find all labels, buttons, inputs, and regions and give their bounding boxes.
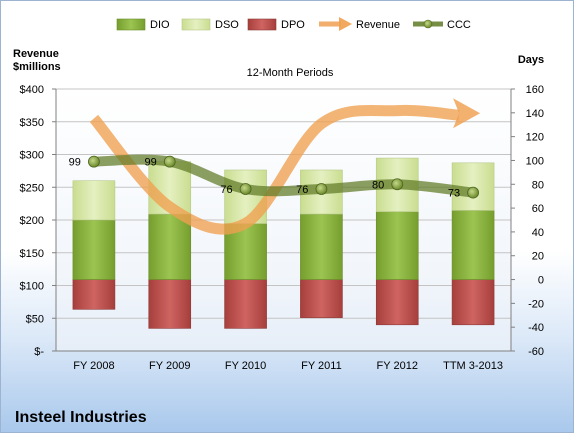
left-axis-label-line1: Revenue — [13, 48, 59, 60]
right-tick-label: 160 — [526, 84, 544, 96]
legend-dso-swatch — [181, 18, 211, 31]
right-tick-label: 20 — [532, 251, 544, 263]
bar-dio — [451, 210, 495, 280]
right-tick-label: -20 — [528, 298, 544, 310]
left-tick-label: $150 — [20, 248, 44, 260]
left-tick-label: $350 — [20, 117, 44, 129]
ccc-marker — [163, 155, 176, 168]
ccc-marker — [88, 155, 100, 168]
axes: $- $50 $100 $150 $200 $250 $300 $350 $400 -60 -40 -… — [20, 84, 544, 372]
right-tick-label: 100 — [526, 155, 544, 167]
legend-revenue-label: Revenue — [356, 19, 400, 31]
legend: DIO DSO DPO Revenue CCC — [116, 17, 471, 31]
bar-dio — [224, 223, 267, 280]
right-tick-label: 140 — [526, 108, 544, 120]
legend-ccc-marker — [423, 19, 433, 29]
ccc-marker — [391, 178, 404, 191]
ccc-marker — [467, 186, 479, 199]
legend-dio-swatch — [116, 18, 146, 31]
right-tick-label: -60 — [528, 346, 544, 358]
right-tick-label: 80 — [532, 179, 544, 191]
bar-dio — [375, 211, 419, 280]
bar-dpo — [451, 279, 495, 326]
right-tick-label: 40 — [532, 227, 544, 239]
right-tick-label: 60 — [532, 203, 544, 215]
ccc-data-label: 73 — [448, 188, 460, 200]
category-label: FY 2011 — [301, 360, 342, 372]
left-tick-label: $300 — [20, 150, 44, 162]
legend-dpo-swatch — [247, 18, 277, 31]
category-label: FY 2010 — [225, 360, 266, 372]
chart-title: 12-Month Periods — [247, 67, 334, 79]
bar-dpo — [224, 279, 267, 329]
ccc-data-label: 99 — [69, 157, 81, 169]
category-label: FY 2012 — [377, 360, 418, 372]
revenue-arrowhead — [453, 98, 481, 129]
ccc-data-label: 76 — [296, 184, 308, 196]
legend-dpo-label: DPO — [281, 19, 305, 31]
bar-dpo — [300, 279, 343, 318]
bar-dio — [148, 213, 192, 280]
ccc-data-label: 76 — [220, 184, 232, 196]
legend-revenue-head — [339, 17, 352, 31]
bar-dio — [72, 219, 116, 280]
category-label: FY 2009 — [149, 360, 190, 372]
bar-dso — [72, 180, 116, 221]
left-tick-label: $- — [34, 346, 44, 358]
bar-dio — [300, 213, 343, 280]
company-name: Insteel Industries — [15, 409, 147, 426]
legend-ccc-label: CCC — [447, 19, 471, 31]
right-tick-label: 120 — [526, 132, 544, 144]
category-label: FY 2008 — [73, 360, 114, 372]
legend-dso-label: DSO — [215, 19, 239, 31]
ccc-data-label: 80 — [372, 179, 384, 191]
ccc-marker — [239, 183, 252, 195]
left-tick-label: $250 — [20, 182, 44, 194]
left-tick-label: $100 — [20, 281, 44, 293]
bar-dpo — [375, 279, 419, 326]
left-tick-label: $50 — [26, 313, 44, 325]
right-tick-label: -40 — [528, 322, 544, 334]
category-label: TTM 3-2013 — [443, 360, 503, 372]
ccc-line: 99 99 76 76 80 73 — [69, 154, 479, 200]
left-tick-label: $200 — [20, 215, 44, 227]
right-tick-label: 0 — [538, 275, 544, 287]
right-axis-label: Days — [518, 54, 544, 66]
ccc-marker — [315, 183, 328, 195]
bar-dpo — [72, 279, 116, 310]
left-axis-label-line2: $millions — [13, 61, 61, 73]
bar-dpo — [148, 279, 192, 329]
left-tick-label: $400 — [20, 84, 44, 96]
legend-dio-label: DIO — [150, 19, 170, 31]
ccc-data-label: 99 — [145, 157, 157, 169]
ccc-curve — [88, 154, 479, 198]
